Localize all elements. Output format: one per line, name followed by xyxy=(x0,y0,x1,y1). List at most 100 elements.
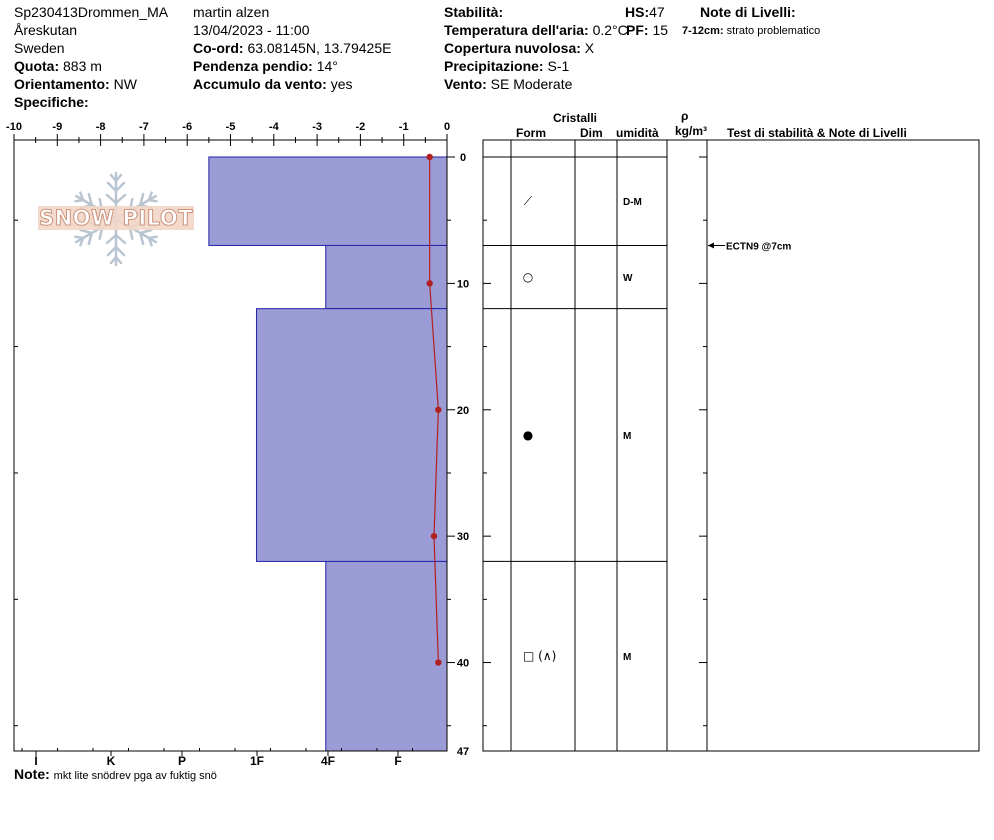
depth-tick-label: 0 xyxy=(460,152,466,164)
pit-name: Sp230413Drommen_MA xyxy=(14,4,169,20)
depth-tick-label: 30 xyxy=(457,531,469,543)
size-header: Dim xyxy=(580,126,603,140)
moisture-header: umidità xyxy=(616,126,659,140)
temperature-point xyxy=(430,532,438,540)
form-header: Form xyxy=(516,126,546,140)
tests-notes-header: Test di stabilità & Note di Livelli xyxy=(727,126,907,140)
logo-wordmark: SNOW PILOT xyxy=(38,206,194,231)
pf-value: 15 xyxy=(652,22,669,38)
temp-tick-label: 0 xyxy=(444,121,450,133)
slope-value: 14° xyxy=(316,58,338,74)
hardness-scale-label: F xyxy=(394,754,401,768)
air-temp-value: 0.2°C xyxy=(592,22,628,38)
hardness-scale-label: 1F xyxy=(250,754,264,768)
aspect: Orientamento: NW xyxy=(14,76,137,92)
air-temperature: Temperatura dell'aria: 0.2°C xyxy=(444,22,628,38)
slope: Pendenza pendio: 14° xyxy=(193,58,338,74)
elevation-label: Quota: xyxy=(14,58,60,74)
penetration-foot: PF: 15 xyxy=(626,22,668,38)
precip-value: S-1 xyxy=(547,58,570,74)
note-label: Note: xyxy=(14,766,50,782)
layer-note: 7-12cm: strato problematico xyxy=(682,25,820,38)
elevation-value: 883 m xyxy=(63,58,102,74)
moisture-value: W xyxy=(623,273,633,284)
temp-tick-label: -4 xyxy=(269,121,280,133)
footer-note: Note: mkt lite snödrev pga av fuktig snö xyxy=(14,766,217,783)
crystal-form-symbol: □ (∧) xyxy=(523,649,556,663)
stability-test-arrowhead xyxy=(708,242,714,249)
coordinates: Co-ord: 63.08145N, 13.79425E xyxy=(193,40,391,56)
crystal-form-symbol: ⟋ xyxy=(524,194,533,208)
temperature-point xyxy=(435,406,442,413)
hardness-scale-label: I xyxy=(34,754,37,768)
temperature-point xyxy=(426,280,433,287)
layer-note-text: strato problematico xyxy=(726,25,821,37)
temp-tick-label: -3 xyxy=(312,121,322,133)
temp-tick-label: -7 xyxy=(139,121,149,133)
temp-tick-label: -5 xyxy=(226,121,236,133)
layer-notes-label: Note di Livelli: xyxy=(700,4,796,20)
cloud-label: Copertura nuvolosa: xyxy=(444,40,581,56)
temp-tick-label: -2 xyxy=(356,121,366,133)
precipitation: Precipitazione: S-1 xyxy=(444,58,569,74)
crystal-form-symbol: ● xyxy=(523,428,533,442)
observer: martin alzen xyxy=(193,4,270,20)
temp-tick-label: -8 xyxy=(96,121,106,133)
coord-value: 63.08145N, 13.79425E xyxy=(247,40,392,56)
hardness-layer-bar xyxy=(208,156,448,246)
snow-height: HS:47 xyxy=(625,4,665,20)
aspect-label: Orientamento: xyxy=(14,76,110,92)
depth-tick-label: 10 xyxy=(457,278,469,290)
stability-label: Stabilità: xyxy=(444,4,504,20)
temp-tick-label: -1 xyxy=(399,121,409,133)
hs-value: 47 xyxy=(649,4,665,20)
wind-label: Vento: xyxy=(444,76,487,92)
depth-tick-label: 40 xyxy=(457,658,469,670)
stability-test-label: ECTN9 @7cm xyxy=(726,241,791,252)
wind-loading-value: yes xyxy=(330,76,353,92)
hardness-layer-bar xyxy=(325,560,448,752)
hardness-scale-label: P xyxy=(178,754,186,768)
temperature-point xyxy=(426,153,433,161)
temperature-point xyxy=(435,659,442,666)
precip-label: Precipitazione: xyxy=(444,58,544,74)
datetime: 13/04/2023 - 11:00 xyxy=(193,22,310,38)
wind-loading-label: Accumulo da vento: xyxy=(193,76,327,92)
hs-label: HS: xyxy=(625,4,650,20)
depth-tick-label: 20 xyxy=(457,405,469,417)
moisture-value: M xyxy=(623,652,631,663)
specifics-label: Specifiche: xyxy=(14,94,89,110)
crystal-form-symbol: ○ xyxy=(523,270,533,284)
temp-tick-label: -10 xyxy=(6,121,22,133)
cloud-value: X xyxy=(584,40,595,56)
moisture-value: D-M xyxy=(623,197,642,208)
temp-tick-label: -6 xyxy=(182,121,192,133)
hardness-scale-label: K xyxy=(107,754,116,768)
layer-note-range: 7-12cm: xyxy=(682,25,724,37)
wind: Vento: SE Moderate xyxy=(444,76,572,92)
depth-tick-label: 47 xyxy=(457,746,469,758)
country: Sweden xyxy=(14,40,65,56)
pf-label: PF: xyxy=(626,22,649,38)
rho-header: ρ xyxy=(681,109,689,123)
air-temp-label: Temperatura dell'aria: xyxy=(444,22,589,38)
hardness-layer-bar xyxy=(255,308,448,562)
hardness-scale-label: 4F xyxy=(321,754,335,768)
note-text: mkt lite snödrev pga av fuktig snö xyxy=(53,770,217,782)
crystal-table-frame xyxy=(482,139,980,752)
temp-tick-label: -9 xyxy=(52,121,62,133)
wind-value: SE Moderate xyxy=(490,76,573,92)
crystals-header: Cristalli xyxy=(553,111,598,125)
cloud-cover: Copertura nuvolosa: X xyxy=(444,40,594,56)
wind-loading: Accumulo da vento: yes xyxy=(193,76,352,92)
coord-label: Co-ord: xyxy=(193,40,244,56)
slope-label: Pendenza pendio: xyxy=(193,58,313,74)
moisture-value: M xyxy=(623,431,631,442)
elevation: Quota: 883 m xyxy=(14,58,102,74)
location: Åreskutan xyxy=(14,22,78,38)
density-unit-header: kg/m³ xyxy=(675,124,708,138)
snowpilot-logo: SNOW PILOT xyxy=(36,170,196,268)
hardness-layer-bar xyxy=(325,244,448,310)
aspect-value: NW xyxy=(113,76,137,92)
